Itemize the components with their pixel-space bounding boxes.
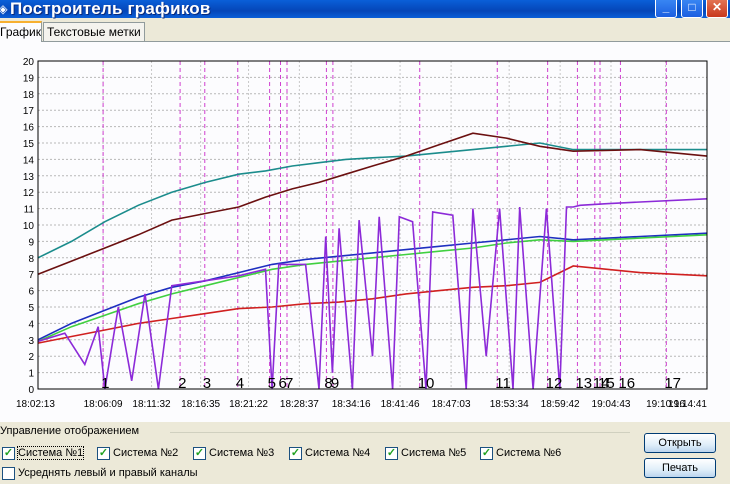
event-marker-label: 4 xyxy=(236,375,244,392)
y-tick-label: 0 xyxy=(28,385,34,396)
maximize-button[interactable]: □ xyxy=(681,0,703,18)
y-tick-label: 4 xyxy=(28,319,34,330)
event-marker-label: 8 xyxy=(324,375,332,392)
window-title: Построитель графиков xyxy=(10,0,211,18)
system-2-checkbox[interactable]: ✓ xyxy=(97,447,110,460)
x-tick-label: 18:47:03 xyxy=(432,399,471,410)
y-tick-label: 11 xyxy=(24,205,35,216)
plot-frame xyxy=(37,60,708,390)
y-tick-label: 1 xyxy=(28,369,34,380)
system-5-label[interactable]: Система №5 xyxy=(401,447,467,459)
y-tick-label: 14 xyxy=(23,155,35,166)
x-tick-label: 19:10:16 xyxy=(646,399,685,410)
system-6-checkbox[interactable]: ✓ xyxy=(480,447,493,460)
x-tick-label: 18:53:34 xyxy=(490,399,529,410)
open-button[interactable]: Открыть xyxy=(644,433,716,453)
x-tick-label: 19:14:41 xyxy=(668,399,707,410)
system-4-label[interactable]: Система №4 xyxy=(305,447,371,459)
system-1-label[interactable]: Система №1 xyxy=(16,446,85,460)
y-tick-label: 8 xyxy=(28,254,34,265)
y-tick-label: 6 xyxy=(28,287,34,298)
y-tick-label: 20 xyxy=(23,57,35,68)
event-marker-label: 13 xyxy=(575,375,592,392)
y-tick-label: 5 xyxy=(28,303,34,314)
app-icon: ◈ xyxy=(0,2,8,16)
event-marker-label: 1 xyxy=(101,375,109,392)
system-3-checkbox[interactable]: ✓ xyxy=(193,447,206,460)
series-line xyxy=(37,142,707,259)
x-tick-label: 18:21:22 xyxy=(229,399,268,410)
x-tick-label: 18:06:09 xyxy=(84,399,123,410)
y-tick-label: 17 xyxy=(23,106,35,117)
title-bar: ◈ Построитель графиков _ □ ✕ xyxy=(0,0,730,18)
print-button[interactable]: Печать xyxy=(644,458,716,478)
tab-chart[interactable]: График xyxy=(0,21,42,42)
close-button[interactable]: ✕ xyxy=(706,0,728,18)
x-tick-label: 18:28:37 xyxy=(280,399,319,410)
y-tick-label: 2 xyxy=(28,352,34,363)
x-tick-label: 18:11:32 xyxy=(132,399,171,410)
system-1-checkbox[interactable]: ✓ xyxy=(2,447,15,460)
event-marker-label: 9 xyxy=(331,375,339,392)
y-tick-label: 18 xyxy=(23,90,35,101)
event-marker-label: 16 xyxy=(618,375,635,392)
y-tick-label: 12 xyxy=(23,188,35,199)
chart-panel xyxy=(0,41,730,422)
display-control-group-title: Управление отображением xyxy=(0,425,140,437)
y-tick-label: 9 xyxy=(28,237,34,248)
x-tick-label: 18:16:35 xyxy=(181,399,220,410)
x-tick-label: 18:34:16 xyxy=(332,399,371,410)
event-marker-label: 3 xyxy=(203,375,211,392)
event-marker-label: 11 xyxy=(495,375,511,392)
x-tick-label: 19:04:43 xyxy=(592,399,631,410)
system-4-checkbox[interactable]: ✓ xyxy=(289,447,302,460)
event-marker-label: 15 xyxy=(598,375,615,392)
x-tick-label: 18:41:46 xyxy=(381,399,420,410)
event-marker-label: 17 xyxy=(664,375,681,392)
y-tick-label: 10 xyxy=(23,221,35,232)
event-marker-label: 6 xyxy=(279,375,287,392)
group-box-line xyxy=(170,432,630,433)
average-channels-label[interactable]: Усреднять левый и правый каналы xyxy=(18,467,198,479)
event-marker-label: 5 xyxy=(268,375,276,392)
system-5-checkbox[interactable]: ✓ xyxy=(385,447,398,460)
y-tick-label: 15 xyxy=(23,139,35,150)
series-line xyxy=(37,198,708,390)
y-tick-label: 13 xyxy=(23,172,35,183)
y-tick-label: 19 xyxy=(23,73,35,84)
event-marker-label: 12 xyxy=(546,375,563,392)
series-line xyxy=(37,234,708,343)
event-marker-label: 10 xyxy=(418,375,435,392)
event-marker-label: 2 xyxy=(178,375,186,392)
series-line xyxy=(37,132,708,275)
minimize-button[interactable]: _ xyxy=(655,0,677,18)
average-channels-checkbox[interactable] xyxy=(2,467,15,480)
x-tick-label: 18:59:42 xyxy=(541,399,580,410)
system-6-label[interactable]: Система №6 xyxy=(496,447,562,459)
series-line xyxy=(37,265,708,344)
event-marker-label: 7 xyxy=(285,375,293,392)
y-tick-label: 7 xyxy=(28,270,34,281)
system-3-label[interactable]: Система №3 xyxy=(209,447,275,459)
y-tick-label: 16 xyxy=(23,123,35,134)
event-marker-label: 14 xyxy=(593,375,610,392)
y-tick-label: 3 xyxy=(28,336,34,347)
series-line xyxy=(37,232,708,341)
tab-text-labels[interactable]: Текстовые метки xyxy=(43,22,145,41)
system-2-label[interactable]: Система №2 xyxy=(113,447,179,459)
x-tick-label: 18:02:13 xyxy=(16,399,55,410)
